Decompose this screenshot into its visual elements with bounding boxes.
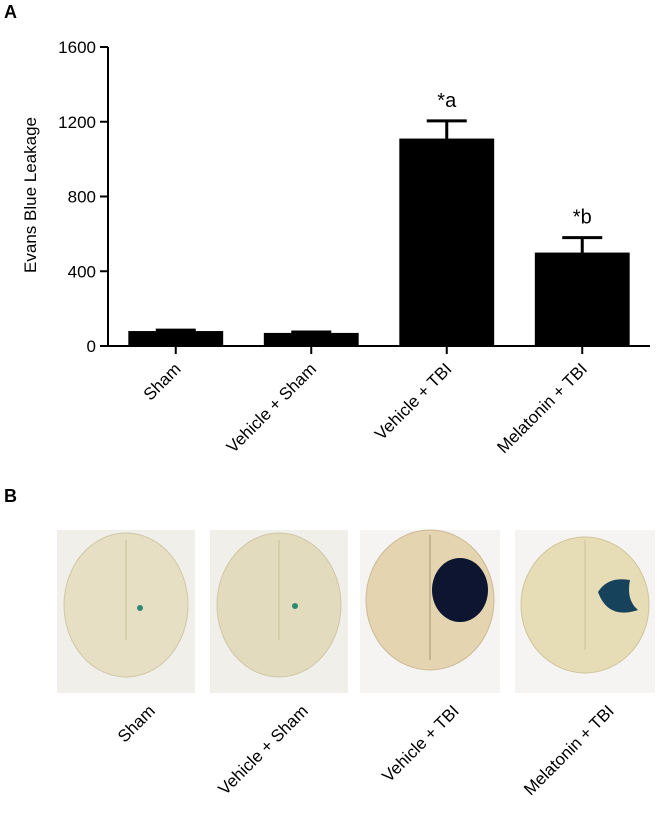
photo-caption: Sham [114, 701, 159, 746]
y-tick-label: 800 [68, 188, 96, 207]
bar [128, 331, 224, 346]
y-tick-label: 1600 [58, 38, 96, 57]
bar [534, 252, 630, 346]
y-tick-label: 400 [68, 262, 96, 281]
error-bar [562, 236, 603, 253]
annotation: *a [437, 90, 457, 112]
photo-caption: Melatonin + TBI [520, 701, 618, 799]
x-tick-label: Melatonin + TBI [493, 359, 591, 457]
x-tick-label: Sham [140, 359, 185, 404]
y-axis-label: Evans Blue Leakage [21, 117, 40, 273]
y-tick-label: 1200 [58, 113, 96, 132]
error-bar [155, 328, 196, 332]
photo-caption: Vehicle + TBI [378, 701, 462, 785]
y-tick-label: 0 [87, 337, 96, 356]
stain [292, 603, 298, 609]
x-tick-label: Vehicle + TBI [371, 359, 455, 443]
panel-label: A [4, 2, 17, 22]
stain [432, 558, 488, 622]
error-bar [291, 330, 332, 334]
bar [263, 332, 359, 346]
stain [598, 579, 638, 613]
photo-caption: Vehicle + Sham [215, 701, 312, 798]
panel-label: B [4, 486, 17, 506]
annotation: *b [573, 207, 592, 229]
bar [399, 138, 495, 346]
brain-photos [57, 529, 655, 693]
x-tick-label: Vehicle + Sham [223, 359, 320, 456]
stain [137, 605, 143, 611]
error-bar [426, 119, 467, 139]
